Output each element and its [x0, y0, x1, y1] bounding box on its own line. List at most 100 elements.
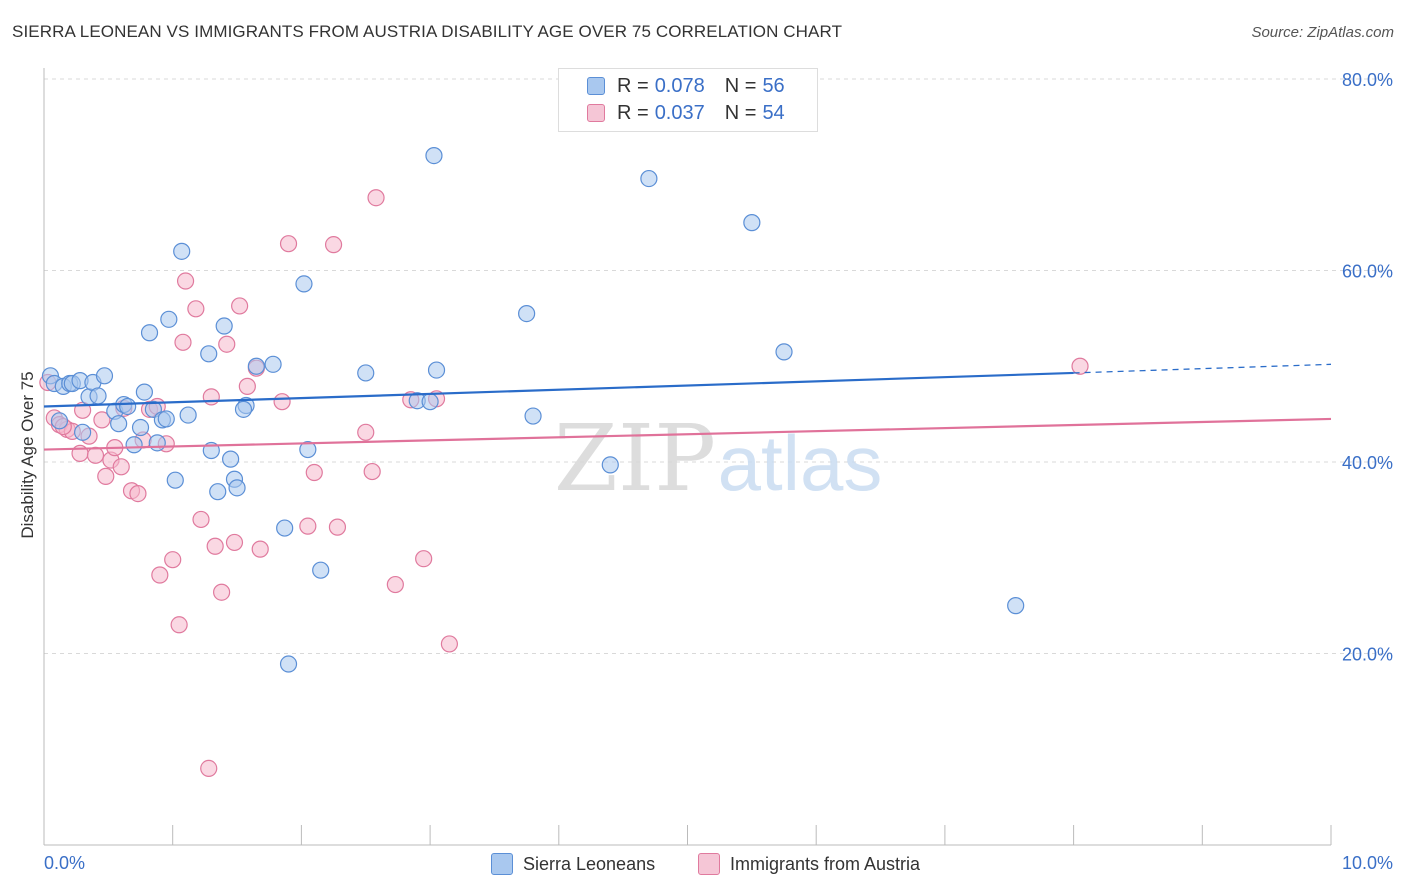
legend-swatch-blue — [587, 77, 605, 95]
data-point — [363, 462, 381, 481]
legend-n-value: 54 — [762, 101, 785, 124]
legend-r-label: R = — [617, 101, 649, 124]
data-point — [295, 275, 313, 293]
data-point — [202, 388, 220, 406]
bottom-legend-label: Immigrants from Austria — [730, 853, 921, 874]
data-point — [228, 479, 246, 497]
data-point — [299, 440, 317, 459]
data-point — [324, 236, 343, 254]
data-point — [231, 297, 249, 315]
data-point — [173, 242, 191, 260]
data-point — [131, 418, 150, 437]
data-point — [425, 147, 443, 165]
data-point — [157, 410, 175, 428]
data-point — [386, 575, 404, 594]
data-point — [187, 300, 205, 318]
data-point — [125, 436, 143, 454]
watermark-zip: ZIP — [554, 405, 716, 512]
data-point — [192, 510, 210, 529]
data-point — [170, 616, 188, 634]
data-point — [160, 310, 178, 328]
data-point — [234, 400, 253, 418]
y-axis-label: Disability Age Over 75 — [18, 371, 37, 539]
data-point — [119, 397, 137, 416]
correlation-legend: R = 0.078 N = 56 R = 0.037 N = 54 — [558, 68, 818, 132]
legend-row-immigrants-from-austria: R = 0.037 N = 54 — [587, 102, 785, 124]
data-point — [601, 456, 619, 474]
data-point — [206, 537, 224, 555]
y-tick-label: 80.0% — [1342, 70, 1393, 90]
y-tick-label: 40.0% — [1342, 453, 1393, 473]
data-point — [328, 518, 347, 536]
trend-line-immigrants-from-austria — [43, 417, 1332, 451]
legend-n-label: N = — [724, 74, 757, 97]
data-point — [415, 550, 433, 568]
bottom-legend-immigrants-from-austria: Immigrants from Austria — [698, 852, 920, 876]
data-point — [743, 214, 761, 232]
data-point — [299, 517, 317, 535]
data-point — [279, 655, 298, 673]
tick-labels: 20.0% 40.0% 60.0% 80.0% 0.0% 10.0% — [44, 70, 1393, 873]
trend-line-sierra-leoneans — [43, 371, 1074, 408]
data-point — [305, 463, 323, 482]
legend-n-value: 56 — [762, 74, 785, 97]
legend-r-label: R = — [617, 74, 649, 97]
data-point — [312, 561, 330, 579]
data-point — [166, 471, 184, 489]
data-point — [276, 519, 294, 537]
bottom-legend-swatch-pink — [698, 853, 720, 875]
data-point — [140, 324, 159, 342]
data-point — [135, 383, 153, 401]
data-point — [164, 551, 182, 569]
data-point — [421, 393, 439, 411]
data-point — [129, 484, 147, 503]
data-point — [89, 387, 107, 405]
data-point — [775, 343, 793, 361]
bottom-legend-sierra-leoneans: Sierra Leoneans — [491, 852, 655, 876]
data-point — [209, 483, 227, 501]
data-point — [1007, 597, 1025, 615]
data-point — [179, 406, 197, 424]
data-point — [524, 407, 542, 425]
data-point — [151, 566, 169, 584]
data-point — [357, 423, 375, 441]
data-point — [86, 446, 105, 464]
data-point — [93, 411, 111, 429]
axes — [43, 68, 1332, 846]
y-tick-label: 60.0% — [1342, 262, 1393, 282]
data-point — [279, 235, 298, 253]
data-point — [74, 423, 92, 441]
data-point — [97, 467, 115, 485]
data-point — [215, 317, 233, 335]
data-point — [174, 333, 192, 351]
trend-lines — [43, 363, 1332, 451]
trend-line-extension — [1073, 363, 1332, 374]
data-point — [50, 412, 69, 430]
data-point — [95, 367, 114, 385]
data-point — [238, 377, 256, 395]
y-tick-label: 20.0% — [1342, 645, 1393, 665]
data-point — [440, 635, 459, 653]
bottom-legend-swatch-blue — [491, 853, 513, 875]
data-point — [251, 540, 269, 558]
legend-n-label: N = — [724, 101, 757, 124]
data-point — [1071, 357, 1089, 375]
source-label: Source: ZipAtlas.com — [1251, 24, 1394, 41]
data-point — [176, 272, 195, 290]
watermark: ZIP atlas — [554, 405, 882, 512]
chart-title: SIERRA LEONEAN VS IMMIGRANTS FROM AUSTRI… — [12, 22, 843, 41]
legend-r-value: 0.078 — [654, 74, 705, 97]
bottom-legend-label: Sierra Leoneans — [523, 853, 656, 874]
data-point — [640, 169, 658, 188]
data-point — [200, 759, 218, 778]
x-tick-label: 10.0% — [1342, 853, 1393, 873]
data-point — [222, 450, 240, 468]
series-sierra-leoneans — [41, 147, 1025, 673]
data-point — [112, 458, 130, 476]
data-point — [518, 304, 536, 323]
data-point — [357, 364, 375, 382]
data-point — [213, 583, 231, 601]
data-point — [247, 357, 265, 375]
grid-lines — [44, 78, 1392, 654]
